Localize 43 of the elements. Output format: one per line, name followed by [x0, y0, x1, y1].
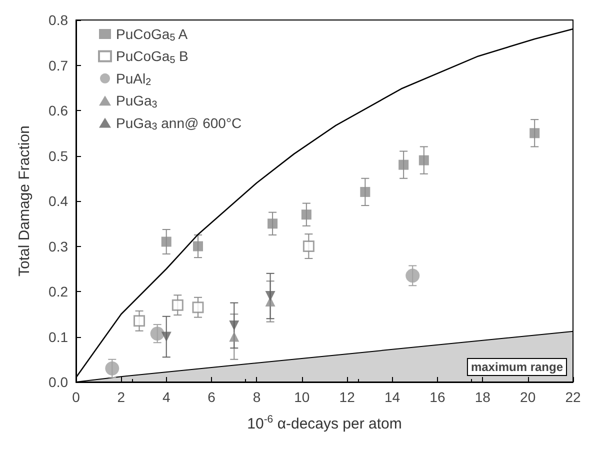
point	[192, 302, 204, 314]
point	[406, 268, 420, 283]
point	[172, 299, 184, 311]
y-tick-label: 0.7	[48, 57, 68, 74]
point	[161, 332, 172, 342]
point	[105, 361, 120, 376]
point	[301, 210, 312, 220]
point	[265, 296, 276, 306]
point	[268, 218, 278, 229]
annotation: maximum range	[470, 360, 564, 374]
point	[265, 291, 276, 302]
x-tick-label: 14	[384, 389, 400, 405]
y-tick-label: 0.1	[48, 328, 68, 345]
x-tick-label: 8	[252, 389, 261, 405]
y-tick-label: 0.6	[48, 102, 68, 118]
x-tick-label: 0	[72, 389, 80, 405]
point	[161, 236, 172, 247]
x-tick-label: 18	[474, 389, 491, 405]
point	[398, 160, 409, 170]
y-tick-label: 0.3	[48, 238, 68, 254]
point	[530, 128, 540, 138]
x-tick-label: 6	[208, 389, 216, 405]
x-tick-label: 2	[117, 389, 126, 405]
point	[302, 240, 314, 252]
x-tick-label: 10	[294, 389, 310, 405]
point	[150, 326, 164, 341]
y-axis-title: Total Damage Fraction	[16, 126, 33, 276]
point	[360, 186, 370, 197]
y-tick-label: 0.2	[48, 284, 68, 300]
point	[134, 315, 146, 327]
y-tick-label: 0.0	[48, 374, 68, 390]
x-tick-label: 16	[430, 389, 446, 405]
x-tick-label: 4	[162, 389, 170, 405]
y-tick-label: 0.8	[48, 12, 68, 28]
point	[229, 332, 240, 342]
point	[418, 155, 429, 166]
x-tick-label: 20	[520, 389, 536, 405]
x-tick-label: 22	[565, 389, 581, 405]
point	[229, 320, 240, 330]
y-tick-label: 0.4	[48, 193, 68, 209]
point	[192, 241, 203, 252]
x-tick-label: 12	[339, 389, 356, 405]
y-tick-label: 0.5	[48, 148, 68, 164]
